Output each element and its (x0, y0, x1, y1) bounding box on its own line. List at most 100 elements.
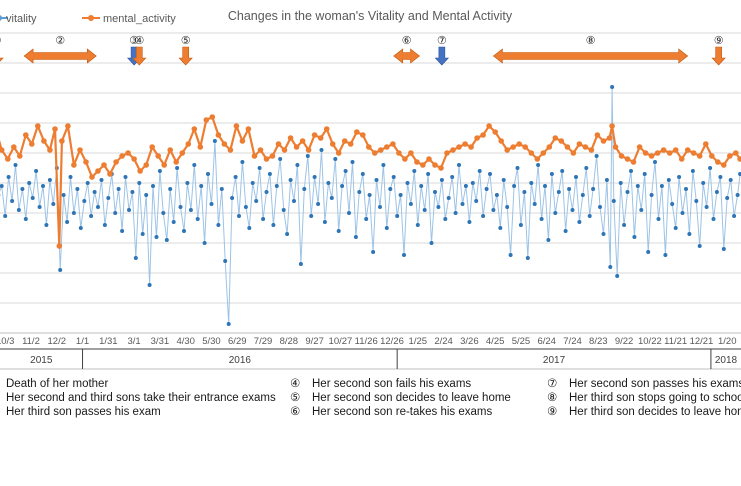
data-point (271, 223, 276, 227)
data-point (384, 144, 390, 150)
data-point (663, 253, 668, 257)
data-point (216, 223, 221, 227)
data-point (35, 123, 41, 129)
data-point (684, 187, 688, 191)
data-point (58, 268, 63, 272)
data-point (570, 208, 575, 212)
annotation-9: ⑨ Her third son decides to leave home (547, 404, 741, 418)
data-point (41, 184, 45, 188)
data-point (261, 217, 266, 221)
data-point (263, 156, 270, 162)
data-point (735, 193, 740, 197)
data-point (477, 169, 482, 173)
event-marker (132, 46, 147, 66)
data-point (642, 150, 649, 156)
data-point (161, 211, 166, 215)
data-point (233, 123, 240, 129)
data-point (598, 205, 602, 209)
data-point (195, 217, 200, 221)
annotation-number: ④ (290, 378, 301, 390)
data-point (680, 211, 685, 215)
data-point (615, 274, 620, 278)
data-point (335, 150, 342, 156)
annotation-text: Her third son decides to leave home (569, 406, 741, 418)
data-point (99, 178, 104, 182)
data-point (635, 184, 640, 188)
data-point (157, 169, 162, 173)
data-point (528, 150, 535, 156)
data-point (77, 147, 83, 153)
data-point (305, 154, 310, 158)
data-point (171, 220, 176, 224)
legend-swatch-marker (0, 15, 2, 21)
data-point (137, 168, 143, 174)
data-point (179, 150, 186, 156)
x-tick-label: 11/2 (22, 336, 40, 347)
data-point (381, 163, 386, 167)
event-marker (393, 48, 420, 64)
data-point (419, 184, 424, 188)
data-point (267, 172, 272, 176)
annotation-3: ③Her third son passes his exam (0, 404, 161, 418)
data-point (226, 322, 231, 326)
data-point (10, 199, 15, 203)
data-point (206, 172, 210, 176)
data-point (733, 150, 739, 156)
data-point (378, 205, 382, 209)
data-point (549, 172, 554, 176)
data-point (580, 193, 585, 197)
data-point (329, 141, 336, 147)
data-point (696, 153, 703, 159)
data-point (709, 153, 715, 159)
data-point (450, 175, 455, 179)
data-point (556, 190, 561, 194)
data-point (494, 193, 499, 197)
annotation-2: ②Her second and third sons take their en… (0, 390, 276, 404)
event-label: ① (0, 34, 2, 47)
data-point (672, 147, 679, 153)
data-point (624, 156, 631, 162)
data-point (149, 144, 155, 150)
data-point (611, 199, 616, 203)
data-point (5, 156, 11, 162)
data-point (326, 181, 331, 185)
data-point (608, 265, 613, 269)
data-point (653, 160, 657, 164)
data-point (391, 175, 396, 179)
data-point (311, 132, 318, 138)
line-chart: 10/3 11/2 12/2 1/1 1/31 3/1 3/31 4/30 5/30 6/29 7/… (0, 9, 741, 370)
data-point (299, 138, 306, 144)
data-point (426, 172, 431, 176)
x-tick-label: 1/20 (718, 336, 737, 347)
data-point (44, 223, 49, 227)
data-point (59, 138, 65, 144)
data-point (610, 85, 615, 89)
data-point (677, 175, 682, 179)
data-point (564, 144, 571, 150)
annotation-text: Her third son passes his exam (6, 406, 161, 418)
data-point (539, 217, 544, 221)
data-point (439, 178, 444, 182)
data-point (577, 220, 582, 224)
data-point (591, 187, 596, 191)
data-point (456, 144, 462, 150)
data-point (498, 226, 503, 230)
data-point (71, 211, 76, 215)
data-point (278, 157, 283, 161)
data-point (587, 214, 592, 218)
data-point (302, 187, 307, 191)
data-point (436, 205, 441, 209)
data-point (305, 147, 312, 153)
data-point (68, 175, 73, 179)
event-range-arrow (393, 48, 420, 64)
data-point (374, 178, 379, 182)
data-point (312, 175, 317, 179)
data-point (343, 169, 348, 173)
data-point (715, 159, 721, 165)
data-point (65, 220, 70, 224)
data-point (20, 187, 25, 191)
data-point (402, 253, 406, 257)
data-point (247, 226, 252, 230)
data-point (438, 165, 444, 171)
data-point (168, 187, 173, 191)
